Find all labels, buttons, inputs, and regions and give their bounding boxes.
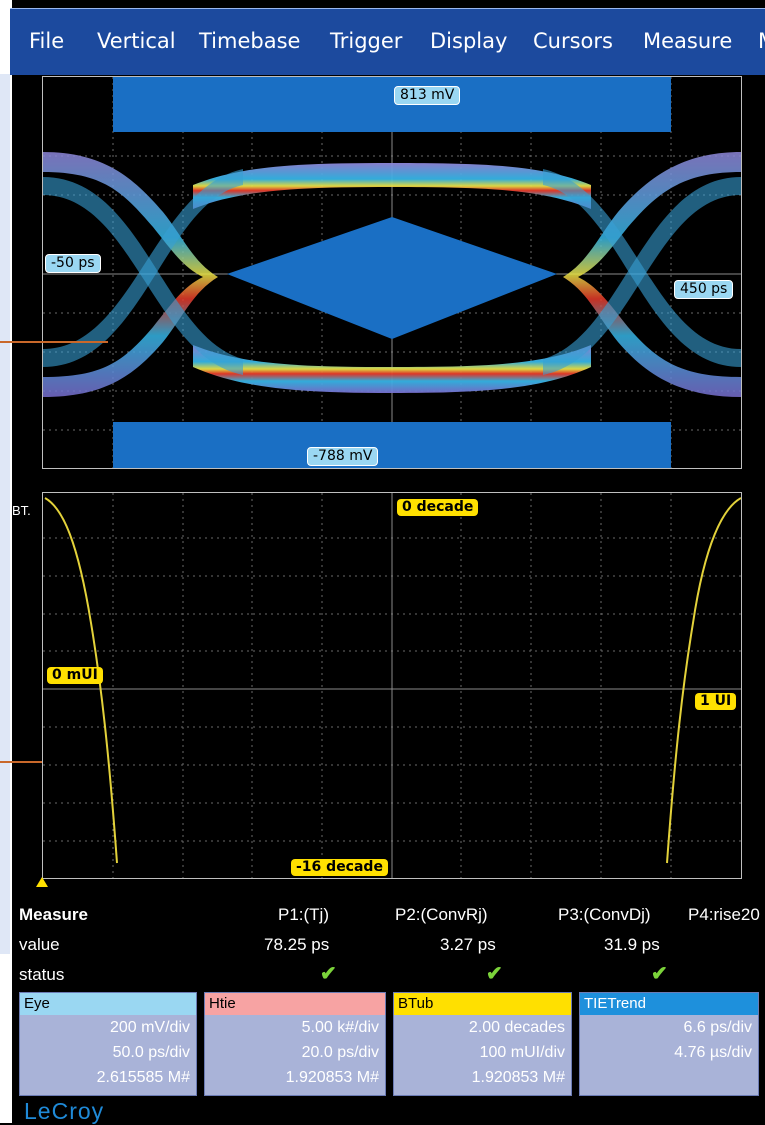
trace-tietrend-line-1: 6.6 ps/div (683, 1019, 752, 1036)
trace-htie-line-2: 20.0 ps/div (301, 1044, 379, 1061)
menu-bar: File Vertical Timebase Trigger Display C… (10, 8, 765, 75)
param-p1-value: 78.25 ps (264, 935, 330, 954)
eye-diagram-panel: 813 mV -788 mV -50 ps 450 ps (42, 76, 742, 469)
eye-diagram-plot (43, 77, 741, 468)
eye-bottom-voltage-label: -788 mV (307, 447, 379, 466)
eye-right-time-label: 450 ps (674, 280, 734, 299)
window-left-border (0, 74, 10, 954)
menu-vertical[interactable]: Vertical (97, 29, 176, 53)
param-p2-status-check-icon: ✔ (486, 963, 503, 985)
trace-box-btub[interactable]: BTub 2.00 decades 100 mUI/div 1.920853 M… (393, 992, 572, 1096)
param-p4-name[interactable]: P4:rise20 (688, 905, 760, 924)
bathtub-trace-tag: BT. (12, 503, 31, 518)
trace-htie-line-1: 5.00 k#/div (301, 1019, 379, 1036)
trace-eye-line-2: 50.0 ps/div (112, 1044, 190, 1061)
lecroy-logo: LeCroy (24, 1098, 105, 1124)
menu-file[interactable]: File (29, 29, 65, 53)
eye-top-voltage-label: 813 mV (394, 86, 461, 105)
mask-bottom-region (113, 422, 671, 468)
trace-eye-line-3: 2.615585 M# (96, 1069, 190, 1086)
eye-traces (43, 152, 741, 397)
param-p1-status-check-icon: ✔ (320, 963, 337, 985)
trace-box-tietrend[interactable]: TIETrend 6.6 ps/div 4.76 µs/div (579, 992, 759, 1096)
menu-cursors[interactable]: Cursors (533, 29, 613, 53)
bathtub-top-decade-label: 0 decade (397, 499, 479, 516)
bathtub-bottom-decade-label: -16 decade (291, 859, 388, 876)
menu-trigger[interactable]: Trigger (330, 29, 403, 53)
trace-tietrend-title: TIETrend (580, 993, 758, 1015)
bathtub-plot (43, 493, 741, 878)
bathtub-left-curve (44, 497, 118, 864)
trace-eye-line-1: 200 mV/div (109, 1019, 190, 1036)
param-p3-status-check-icon: ✔ (651, 963, 668, 985)
trace-tietrend-line-2: 4.76 µs/div (674, 1044, 752, 1061)
annotation-pointer-eye (0, 341, 108, 343)
measure-title: Measure (19, 905, 88, 924)
bathtub-panel: 0 decade -16 decade 0 mUI 1 UI (42, 492, 742, 879)
measure-row-value-label: value (19, 935, 60, 954)
measure-row-status-label: status (19, 965, 65, 984)
param-p3-name[interactable]: P3:(ConvDj) (558, 905, 651, 924)
trace-btub-line-3: 1.920853 M# (471, 1069, 565, 1086)
trace-btub-title: BTub (394, 993, 571, 1015)
param-p2-value: 3.27 ps (440, 935, 496, 954)
trace-eye-title: Eye (20, 993, 196, 1015)
menu-timebase[interactable]: Timebase (199, 29, 301, 53)
eye-left-time-label: -50 ps (45, 254, 101, 273)
trace-htie-line-3: 1.920853 M# (285, 1069, 379, 1086)
param-p1-name[interactable]: P1:(Tj) (278, 905, 329, 924)
trigger-marker-icon (36, 877, 48, 887)
param-p2-name[interactable]: P2:(ConvRj) (395, 905, 488, 924)
menu-display[interactable]: Display (430, 29, 508, 53)
trace-box-eye[interactable]: Eye 200 mV/div 50.0 ps/div 2.615585 M# (19, 992, 197, 1096)
trace-btub-line-1: 2.00 decades (468, 1019, 565, 1036)
trace-btub-line-2: 100 mUI/div (479, 1044, 565, 1061)
mask-top-region (113, 77, 671, 132)
trace-htie-title: Htie (205, 993, 385, 1015)
bathtub-right-ui-label: 1 UI (695, 693, 737, 710)
trace-box-htie[interactable]: Htie 5.00 k#/div 20.0 ps/div 1.920853 M# (204, 992, 386, 1096)
bathtub-right-curve (666, 497, 741, 864)
param-p3-value: 31.9 ps (604, 935, 660, 954)
bathtub-left-ui-label: 0 mUI (47, 667, 103, 684)
menu-more[interactable]: M (758, 29, 765, 53)
mask-center-diamond (227, 217, 557, 339)
menu-measure[interactable]: Measure (643, 29, 733, 53)
